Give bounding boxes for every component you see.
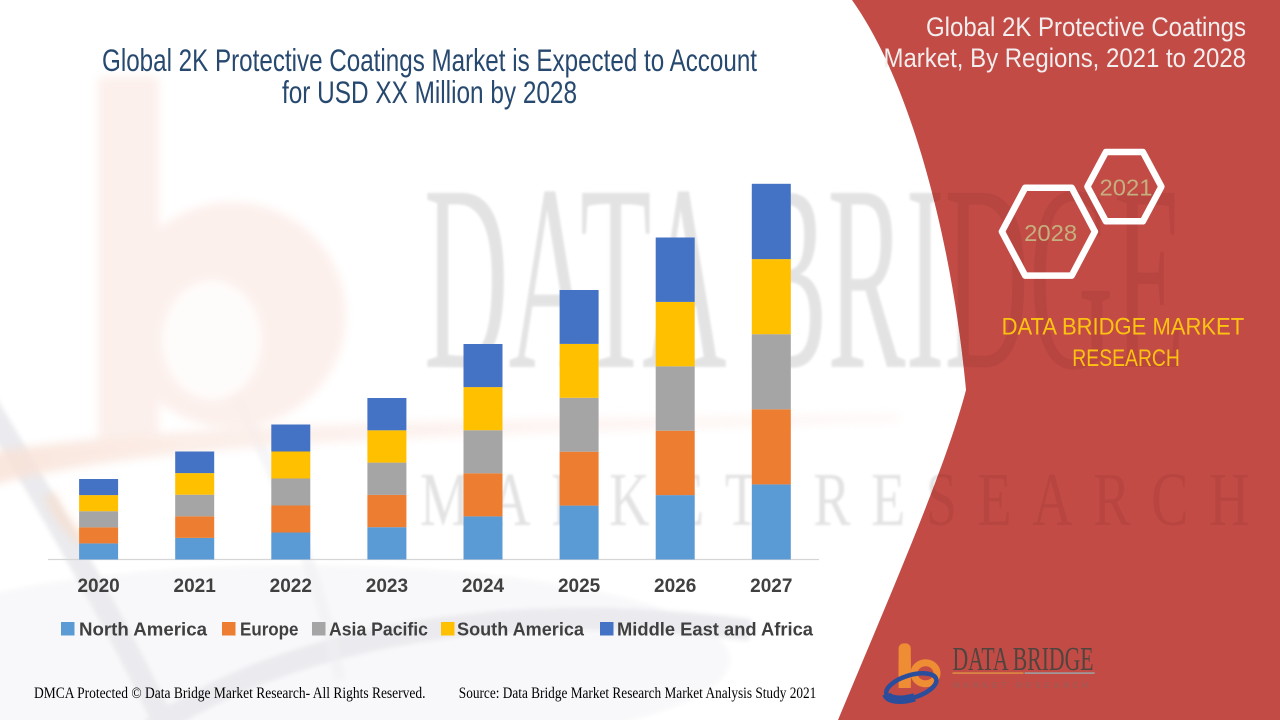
svg-text:for USD XX Million by 2028: for USD XX Million by 2028 <box>282 74 577 110</box>
svg-text:2026: 2026 <box>654 576 696 597</box>
svg-text:Global 2K Protective Coatings: Global 2K Protective Coatings <box>926 12 1246 42</box>
svg-text:2021: 2021 <box>1100 175 1153 201</box>
svg-text:North America: North America <box>79 619 208 640</box>
svg-text:RESEARCH: RESEARCH <box>1072 345 1180 372</box>
svg-text:Source: Data Bridge Market Res: Source: Data Bridge Market Research Mark… <box>459 685 817 702</box>
svg-text:2028: 2028 <box>1024 220 1077 246</box>
svg-text:2023: 2023 <box>366 576 408 597</box>
svg-text:Market, By Regions, 2021 to 20: Market, By Regions, 2021 to 2028 <box>884 43 1247 73</box>
svg-text:Middle East and Africa: Middle East and Africa <box>617 619 814 640</box>
svg-text:South America: South America <box>457 619 585 640</box>
svg-text:DATA BRIDGE: DATA BRIDGE <box>953 641 1094 678</box>
svg-text:2025: 2025 <box>558 576 601 597</box>
svg-text:DATA BRIDGE MARKET: DATA BRIDGE MARKET <box>1002 314 1245 341</box>
svg-text:Europe: Europe <box>240 619 299 640</box>
svg-text:2027: 2027 <box>750 576 792 597</box>
svg-text:2022: 2022 <box>270 576 312 597</box>
svg-text:Global 2K Protective Coatings: Global 2K Protective Coatings Market is … <box>102 42 757 78</box>
svg-text:2021: 2021 <box>174 576 217 597</box>
svg-text:Asia Pacific: Asia Pacific <box>329 619 428 640</box>
svg-text:DMCA Protected © Data Bridge M: DMCA Protected © Data Bridge Market Rese… <box>34 685 426 702</box>
svg-text:MARKET RESEARCH: MARKET RESEARCH <box>953 680 1092 690</box>
svg-text:2020: 2020 <box>77 576 119 597</box>
svg-text:2024: 2024 <box>462 576 505 597</box>
